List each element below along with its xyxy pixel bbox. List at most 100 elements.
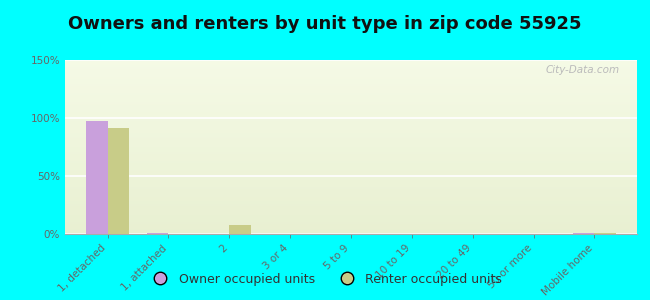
Bar bbox=[65, 199, 637, 201]
Bar bbox=[65, 163, 637, 164]
Bar bbox=[65, 189, 637, 190]
Bar bbox=[65, 190, 637, 192]
Bar bbox=[65, 91, 637, 93]
Bar bbox=[86, 122, 108, 234]
Bar bbox=[65, 182, 637, 184]
Bar bbox=[65, 65, 637, 67]
Bar bbox=[65, 102, 637, 103]
Bar bbox=[65, 64, 637, 65]
Bar bbox=[65, 194, 637, 196]
Bar bbox=[65, 121, 637, 123]
Bar bbox=[65, 67, 637, 69]
Bar bbox=[65, 112, 637, 114]
Bar bbox=[65, 168, 637, 170]
Bar bbox=[65, 220, 637, 222]
Bar bbox=[108, 128, 129, 234]
Bar bbox=[65, 81, 637, 82]
Bar bbox=[65, 76, 637, 77]
Bar bbox=[65, 156, 637, 158]
Bar bbox=[65, 171, 637, 173]
Bar bbox=[65, 232, 637, 234]
Bar bbox=[65, 210, 637, 212]
Bar bbox=[65, 72, 637, 74]
Bar bbox=[65, 225, 637, 227]
Bar bbox=[65, 93, 637, 95]
Text: City-Data.com: City-Data.com bbox=[546, 65, 620, 75]
Bar bbox=[65, 206, 637, 208]
Bar bbox=[65, 124, 637, 126]
Bar bbox=[65, 218, 637, 220]
Bar bbox=[65, 178, 637, 180]
Bar bbox=[65, 187, 637, 189]
Bar bbox=[65, 114, 637, 116]
Bar bbox=[65, 79, 637, 81]
Bar bbox=[65, 70, 637, 72]
Bar bbox=[65, 147, 637, 149]
Bar bbox=[65, 60, 637, 62]
Bar bbox=[65, 154, 637, 156]
Bar bbox=[65, 62, 637, 64]
Bar bbox=[65, 86, 637, 88]
Bar bbox=[65, 196, 637, 197]
Bar bbox=[65, 203, 637, 204]
Bar bbox=[65, 230, 637, 232]
Bar bbox=[65, 180, 637, 182]
Bar bbox=[65, 222, 637, 224]
Bar bbox=[65, 97, 637, 98]
Bar bbox=[65, 184, 637, 185]
Bar bbox=[65, 90, 637, 91]
Bar bbox=[65, 100, 637, 102]
Bar bbox=[65, 123, 637, 124]
Bar bbox=[65, 158, 637, 159]
Bar bbox=[65, 177, 637, 178]
Bar bbox=[65, 126, 637, 128]
Bar bbox=[65, 204, 637, 206]
Bar bbox=[65, 152, 637, 154]
Bar bbox=[65, 215, 637, 217]
Bar bbox=[65, 128, 637, 130]
Bar bbox=[65, 169, 637, 171]
Bar bbox=[65, 224, 637, 225]
Bar bbox=[65, 130, 637, 131]
Bar bbox=[65, 131, 637, 133]
Bar bbox=[65, 88, 637, 90]
Bar bbox=[65, 105, 637, 107]
Bar bbox=[65, 117, 637, 119]
Bar bbox=[65, 197, 637, 199]
Bar bbox=[229, 225, 251, 234]
Text: Owners and renters by unit type in zip code 55925: Owners and renters by unit type in zip c… bbox=[68, 15, 582, 33]
Bar bbox=[65, 166, 637, 168]
Bar bbox=[65, 109, 637, 110]
Bar bbox=[65, 173, 637, 175]
Bar bbox=[65, 136, 637, 138]
Bar bbox=[65, 69, 637, 70]
Bar bbox=[573, 233, 594, 234]
Bar bbox=[65, 145, 637, 147]
Bar bbox=[65, 140, 637, 142]
Bar bbox=[65, 229, 637, 230]
Bar bbox=[65, 135, 637, 137]
Bar bbox=[65, 143, 637, 145]
Bar bbox=[65, 227, 637, 229]
Bar bbox=[65, 192, 637, 194]
Bar bbox=[65, 133, 637, 135]
Bar bbox=[65, 142, 637, 143]
Bar bbox=[65, 175, 637, 177]
Bar bbox=[65, 164, 637, 166]
Bar bbox=[65, 151, 637, 152]
Bar bbox=[147, 233, 168, 234]
Bar bbox=[65, 208, 637, 210]
Bar bbox=[594, 233, 616, 234]
Bar bbox=[65, 82, 637, 84]
Bar bbox=[65, 119, 637, 121]
Bar bbox=[65, 95, 637, 97]
Bar bbox=[65, 107, 637, 109]
Bar bbox=[65, 116, 637, 117]
Bar bbox=[65, 201, 637, 203]
Bar bbox=[65, 98, 637, 100]
Bar bbox=[65, 161, 637, 163]
Bar bbox=[65, 185, 637, 187]
Bar bbox=[65, 110, 637, 112]
Bar bbox=[65, 74, 637, 76]
Bar bbox=[65, 149, 637, 151]
